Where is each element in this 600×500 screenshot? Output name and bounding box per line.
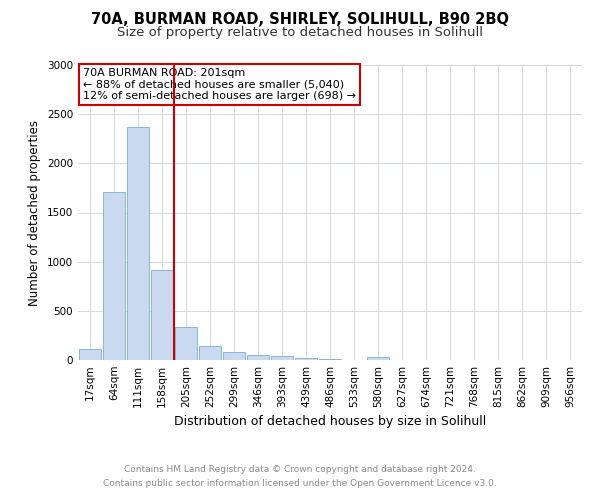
Bar (199, 346, 221, 360)
Bar (319, 359, 341, 360)
X-axis label: Distribution of detached houses by size in Solihull: Distribution of detached houses by size … (174, 416, 486, 428)
Bar (151, 270, 173, 360)
Bar (79, 349, 101, 360)
Bar (271, 356, 293, 360)
Text: 70A BURMAN ROAD: 201sqm
← 88% of detached houses are smaller (5,040)
12% of semi: 70A BURMAN ROAD: 201sqm ← 88% of detache… (83, 68, 356, 101)
Bar (295, 358, 317, 360)
Bar (367, 357, 389, 360)
Bar (223, 352, 245, 360)
Bar (247, 354, 269, 360)
Y-axis label: Number of detached properties: Number of detached properties (28, 120, 41, 306)
Bar (175, 326, 197, 360)
Text: Size of property relative to detached houses in Solihull: Size of property relative to detached ho… (117, 26, 483, 39)
Bar (127, 127, 149, 360)
Text: Contains HM Land Registry data © Crown copyright and database right 2024.
Contai: Contains HM Land Registry data © Crown c… (103, 466, 497, 487)
Bar (103, 192, 125, 360)
Text: 70A, BURMAN ROAD, SHIRLEY, SOLIHULL, B90 2BQ: 70A, BURMAN ROAD, SHIRLEY, SOLIHULL, B90… (91, 12, 509, 28)
